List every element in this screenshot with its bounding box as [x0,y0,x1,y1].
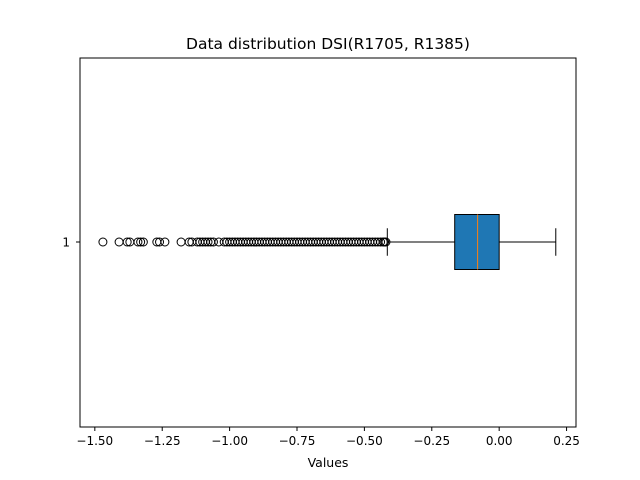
outlier-point [376,237,386,247]
x-tick-label: 0.00 [486,434,513,448]
outlier-point [381,237,391,247]
x-tick-label: −0.25 [413,434,450,448]
outlier-point [136,237,146,247]
mark-group [98,214,557,270]
chart-title: Data distribution DSI(R1705, R1385) [186,35,470,53]
outlier-point [160,237,170,247]
outlier-point [155,237,165,247]
x-tick-label: −1.25 [144,434,181,448]
x-axis-label: Values [308,455,349,470]
plot-frame [79,57,577,428]
outlier-point [98,237,108,247]
tick-group: −1.50 −1.25 −1.00 −0.75 −0.50 −0.25 0.00 0.25 1 [62,236,580,449]
outlier-point [114,237,124,247]
x-tick-label: −0.50 [346,434,383,448]
x-tick-label: −1.50 [76,434,113,448]
outlier-point [133,237,143,247]
y-tick-label: 1 [62,236,70,250]
x-tick-label: 0.25 [553,434,580,448]
outlier-point [176,237,186,247]
outlier-point [122,237,132,247]
iqr-box [454,214,500,270]
x-tick-label: −1.00 [211,434,248,448]
outlier-point [138,237,148,247]
outlier-point [208,237,218,247]
outlier-point [203,237,213,247]
x-tick-label: −0.75 [279,434,316,448]
